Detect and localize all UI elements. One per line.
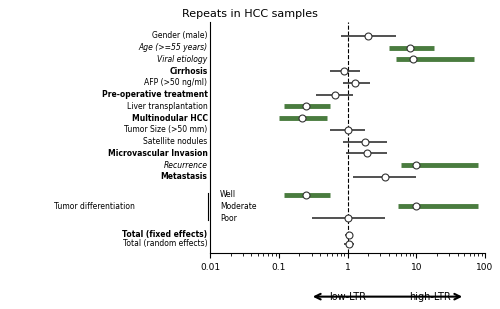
Text: Liver transplantation: Liver transplantation: [127, 102, 208, 111]
Text: Well: Well: [220, 190, 236, 199]
Text: Total (fixed effects): Total (fixed effects): [122, 230, 208, 239]
Text: Satellite nodules: Satellite nodules: [144, 137, 208, 146]
Text: Microvascular Invasion: Microvascular Invasion: [108, 149, 208, 158]
Text: Moderate: Moderate: [220, 202, 256, 211]
Text: AFP (>50 ng/ml): AFP (>50 ng/ml): [144, 78, 208, 87]
Text: Metastasis: Metastasis: [160, 172, 208, 181]
Text: high-LTR: high-LTR: [409, 292, 451, 302]
Text: Recurrence: Recurrence: [164, 161, 208, 170]
Text: Cirrhosis: Cirrhosis: [169, 66, 207, 75]
Text: Age (>=55 years): Age (>=55 years): [138, 43, 207, 52]
Text: Viral etiology: Viral etiology: [157, 55, 208, 64]
Text: Tumor differentiation: Tumor differentiation: [54, 202, 135, 211]
Text: Gender (male): Gender (male): [152, 31, 208, 40]
Text: Tumor Size (>50 mm): Tumor Size (>50 mm): [124, 125, 208, 134]
Text: Total (random effects): Total (random effects): [123, 239, 208, 248]
Text: Poor: Poor: [220, 214, 237, 222]
Text: Pre-operative treatment: Pre-operative treatment: [102, 90, 208, 99]
Text: low-LTR: low-LTR: [329, 292, 366, 302]
Text: Repeats in HCC samples: Repeats in HCC samples: [182, 9, 318, 19]
Text: Multinodular HCC: Multinodular HCC: [132, 114, 208, 123]
